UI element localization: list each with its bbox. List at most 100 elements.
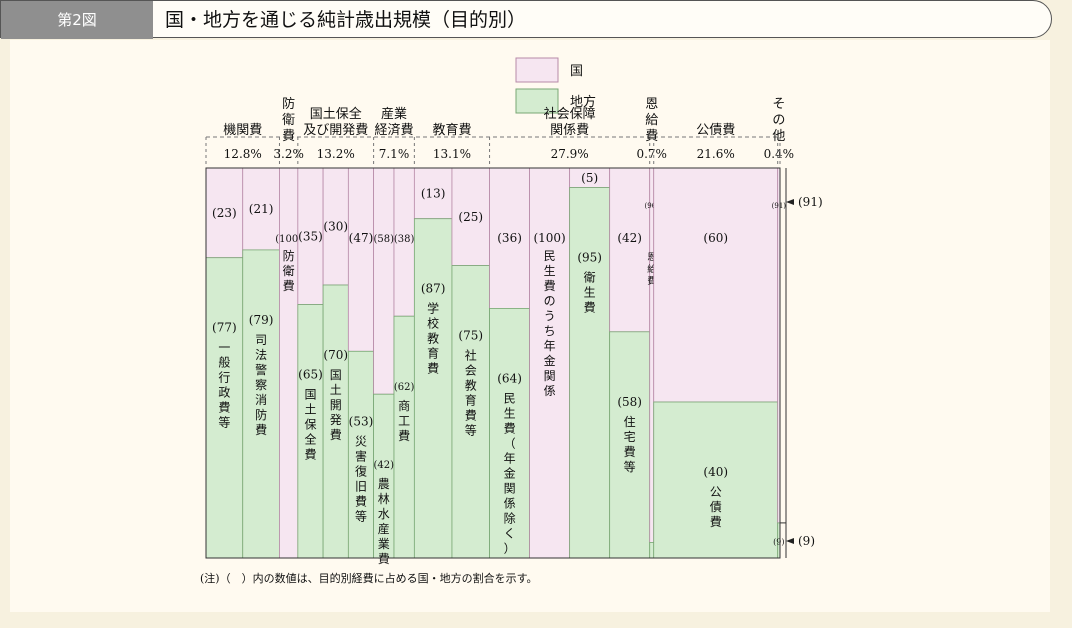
bar-local [347,350,375,559]
bar-national [609,167,651,333]
category-share: 21.6% [697,147,735,161]
arrow-icon [786,538,794,544]
item-label: 社会教育費等 [465,348,477,438]
legend-label-local: 地方 [570,94,596,110]
value-national: (91) [772,202,787,210]
item-label: 災害復旧費等 [355,434,367,523]
bar-local [653,401,779,559]
bar-national [322,167,349,286]
value-local: (64) [497,371,522,385]
bar-local [322,284,349,559]
bar-national [653,167,779,403]
value-local: (87) [421,282,446,296]
category-label: 防衛費 [282,96,295,144]
value-national: (100) [533,231,565,245]
item-label: 一般行政費等 [218,341,230,430]
category-share: 12.8% [224,147,262,161]
bar-local [205,257,244,559]
value-national: (21) [249,202,274,216]
value-national: (5) [581,171,598,185]
value-national: (30) [323,220,348,234]
legend-swatch-national [515,57,559,83]
value-national: (35) [298,229,323,243]
value-national: (13) [421,186,446,200]
arrow-icon [786,199,794,205]
bar-national [489,167,530,309]
value-local: (70) [323,348,348,362]
category-label: 教育費 [432,122,471,138]
item-label: 民生費のうち年金関係 [544,249,556,398]
category-label-line1: 産業 [381,106,407,122]
category-share: 3.2% [273,147,304,161]
value-local: (65) [298,368,323,382]
item-label: 公債費 [710,485,722,529]
bar-national [279,167,299,559]
value-national: (100) [275,234,302,245]
figure-title: 国・地方を通じる純計歳出規模（目的別） [165,9,527,31]
bar-national [373,167,395,395]
category-label: 機関費 [223,123,262,138]
item-label: 防衛費 [283,248,295,293]
bar-national [451,167,490,266]
value-local: (58) [617,395,642,409]
item-label: 商工費 [398,398,410,443]
footnote: (注)（ ）内の数値は、目的別経費に占める国・地方の割合を示す。 [200,571,537,585]
value-local: (53) [349,414,374,428]
item-label: 国土開発費 [330,368,342,442]
bar-national [649,167,655,543]
value-national: (96) [645,202,660,210]
category-label: その他 [772,97,785,144]
value-local: (79) [249,313,274,327]
value-national: (47) [349,231,374,245]
bar-national [347,167,375,352]
category-share: 13.1% [433,147,471,161]
figure-label: 第2図 [1,1,153,39]
value-national: (58) [374,234,395,245]
bar-local [451,265,490,559]
value-national: (23) [212,206,237,220]
category-label-line2: 経済費 [374,122,413,138]
value-local: (40) [703,465,728,479]
item-label: 司法警察消防費 [255,333,267,437]
bar-local [609,331,651,559]
category-share: 13.2% [317,147,355,161]
other-value-local: (9) [798,534,815,548]
value-local: (42) [374,460,395,471]
item-label: 国土保全費 [304,388,316,462]
value-national: (25) [458,210,483,224]
value-local: (9) [773,537,784,546]
value-national: (36) [497,231,522,245]
category-label-line1: 国土保全 [310,106,362,122]
value-local: (62) [394,382,415,393]
legend-swatch-local [515,88,559,114]
category-share: 27.9% [551,147,589,161]
category-label-line2: 及び開発費 [303,123,368,138]
legend-label-national: 国 [570,64,583,79]
item-label: 住宅費等 [624,415,636,474]
item-label: 学校教育費 [427,301,439,376]
category-share: 0.7% [636,147,667,161]
category-share: 0.4% [764,147,795,161]
value-national: (60) [703,231,728,245]
bar-local [649,542,655,559]
title-bar: 第2図 国・地方を通じる純計歳出規模（目的別） [0,0,1052,39]
item-label: 民生費（年金関係除く） [504,391,516,555]
category-label: 恩給費 [645,97,658,144]
category-label-line1: 社会保障 [544,106,596,122]
bar-national [205,167,244,259]
bar-local [413,218,453,559]
category-label-line2: 関係費 [550,123,589,138]
value-local: (75) [458,329,483,343]
other-value-national: (91) [798,195,823,209]
value-national: (38) [394,234,415,245]
category-share: 7.1% [379,147,410,161]
value-local: (95) [577,251,602,265]
item-label: 恩給費 [647,252,656,287]
bar-local [569,187,611,559]
value-national: (42) [617,231,642,245]
category-label: 公債費 [696,123,735,138]
item-label: 農林水産業費 [378,477,390,566]
bars-frame [205,167,781,559]
value-local: (77) [212,321,237,335]
